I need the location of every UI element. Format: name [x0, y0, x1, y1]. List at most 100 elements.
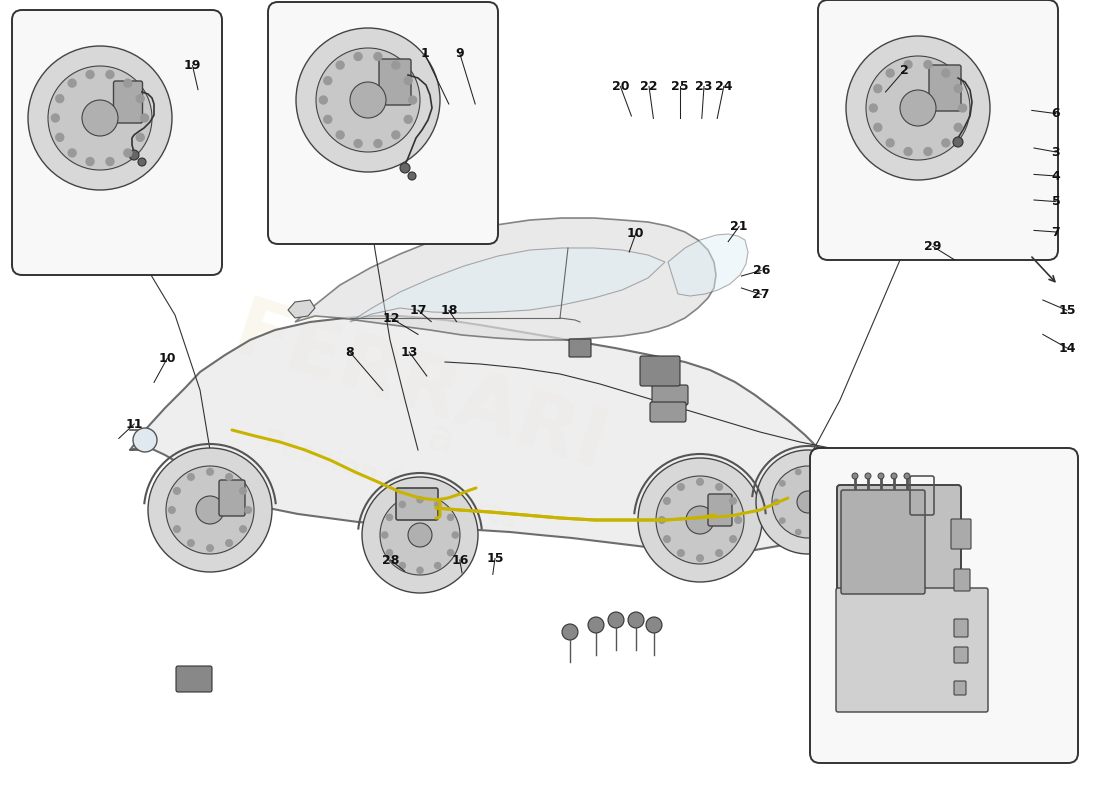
Text: FERRARI: FERRARI [223, 293, 617, 487]
Circle shape [903, 60, 913, 69]
Text: 26: 26 [752, 264, 770, 277]
Circle shape [404, 114, 412, 124]
Circle shape [408, 172, 416, 180]
Circle shape [836, 498, 843, 506]
FancyBboxPatch shape [837, 485, 961, 659]
Circle shape [608, 612, 624, 628]
Circle shape [795, 529, 802, 535]
Circle shape [830, 480, 837, 486]
Text: 22: 22 [640, 80, 658, 93]
Circle shape [138, 158, 146, 166]
Circle shape [353, 52, 363, 61]
Text: 13: 13 [400, 346, 418, 358]
Circle shape [140, 114, 150, 122]
Circle shape [447, 514, 454, 521]
Circle shape [392, 61, 400, 70]
Circle shape [779, 480, 785, 486]
Circle shape [173, 487, 182, 495]
Circle shape [954, 84, 962, 94]
Polygon shape [350, 248, 666, 322]
Circle shape [323, 76, 332, 86]
Text: a: a [420, 415, 460, 465]
Circle shape [779, 518, 785, 524]
Circle shape [903, 147, 913, 156]
FancyBboxPatch shape [652, 385, 688, 405]
Circle shape [133, 428, 157, 452]
Circle shape [166, 466, 254, 554]
Text: 20: 20 [612, 80, 629, 93]
FancyBboxPatch shape [268, 2, 498, 244]
Circle shape [67, 148, 77, 158]
Circle shape [196, 496, 224, 524]
Circle shape [381, 531, 388, 538]
Polygon shape [288, 300, 315, 318]
Circle shape [168, 506, 176, 514]
Circle shape [336, 130, 344, 139]
Text: 15: 15 [1058, 304, 1076, 317]
Circle shape [226, 473, 233, 481]
Text: 14: 14 [1058, 342, 1076, 354]
Circle shape [386, 549, 393, 557]
Text: 29: 29 [924, 240, 942, 253]
FancyBboxPatch shape [640, 356, 680, 386]
Text: 17: 17 [409, 304, 427, 317]
FancyBboxPatch shape [830, 477, 843, 504]
Circle shape [239, 525, 248, 533]
Circle shape [51, 114, 60, 122]
Text: 2: 2 [900, 64, 909, 77]
Circle shape [873, 84, 882, 94]
Circle shape [904, 473, 910, 479]
Circle shape [319, 95, 328, 105]
Text: 7: 7 [1052, 226, 1060, 238]
Polygon shape [295, 218, 716, 340]
Circle shape [772, 466, 844, 538]
Circle shape [953, 137, 962, 147]
Circle shape [123, 148, 132, 158]
Circle shape [226, 539, 233, 547]
Circle shape [55, 133, 65, 142]
FancyBboxPatch shape [836, 588, 988, 712]
Circle shape [658, 516, 666, 524]
Circle shape [398, 501, 406, 508]
Text: 25: 25 [671, 80, 689, 93]
Circle shape [873, 122, 882, 132]
Text: 10: 10 [627, 227, 645, 240]
Circle shape [433, 501, 441, 508]
Circle shape [830, 518, 837, 524]
Circle shape [353, 139, 363, 148]
Circle shape [106, 157, 114, 166]
Circle shape [942, 138, 950, 147]
Circle shape [206, 468, 214, 476]
Text: 3: 3 [1052, 146, 1060, 158]
Text: 11: 11 [125, 418, 143, 430]
Circle shape [756, 450, 860, 554]
Circle shape [646, 617, 662, 633]
Circle shape [942, 69, 950, 78]
FancyBboxPatch shape [650, 402, 686, 422]
Text: 18: 18 [440, 304, 458, 317]
Circle shape [129, 150, 139, 160]
FancyBboxPatch shape [954, 681, 966, 695]
Text: 9: 9 [455, 47, 464, 60]
Circle shape [135, 94, 145, 103]
FancyBboxPatch shape [810, 448, 1078, 763]
Circle shape [416, 566, 424, 574]
Circle shape [900, 90, 936, 126]
Text: 1: 1 [420, 47, 429, 60]
Circle shape [715, 483, 723, 491]
Circle shape [239, 487, 248, 495]
Circle shape [729, 497, 737, 505]
Text: 21: 21 [730, 220, 748, 233]
Circle shape [729, 535, 737, 543]
Text: ©2005: ©2005 [394, 520, 465, 560]
Circle shape [451, 531, 459, 538]
Circle shape [923, 60, 933, 69]
FancyBboxPatch shape [219, 480, 245, 516]
Circle shape [954, 122, 962, 132]
Circle shape [123, 78, 132, 88]
Text: 5: 5 [1052, 195, 1060, 208]
FancyBboxPatch shape [954, 647, 968, 663]
Circle shape [148, 448, 272, 572]
Circle shape [588, 617, 604, 633]
Text: 24: 24 [715, 80, 733, 93]
